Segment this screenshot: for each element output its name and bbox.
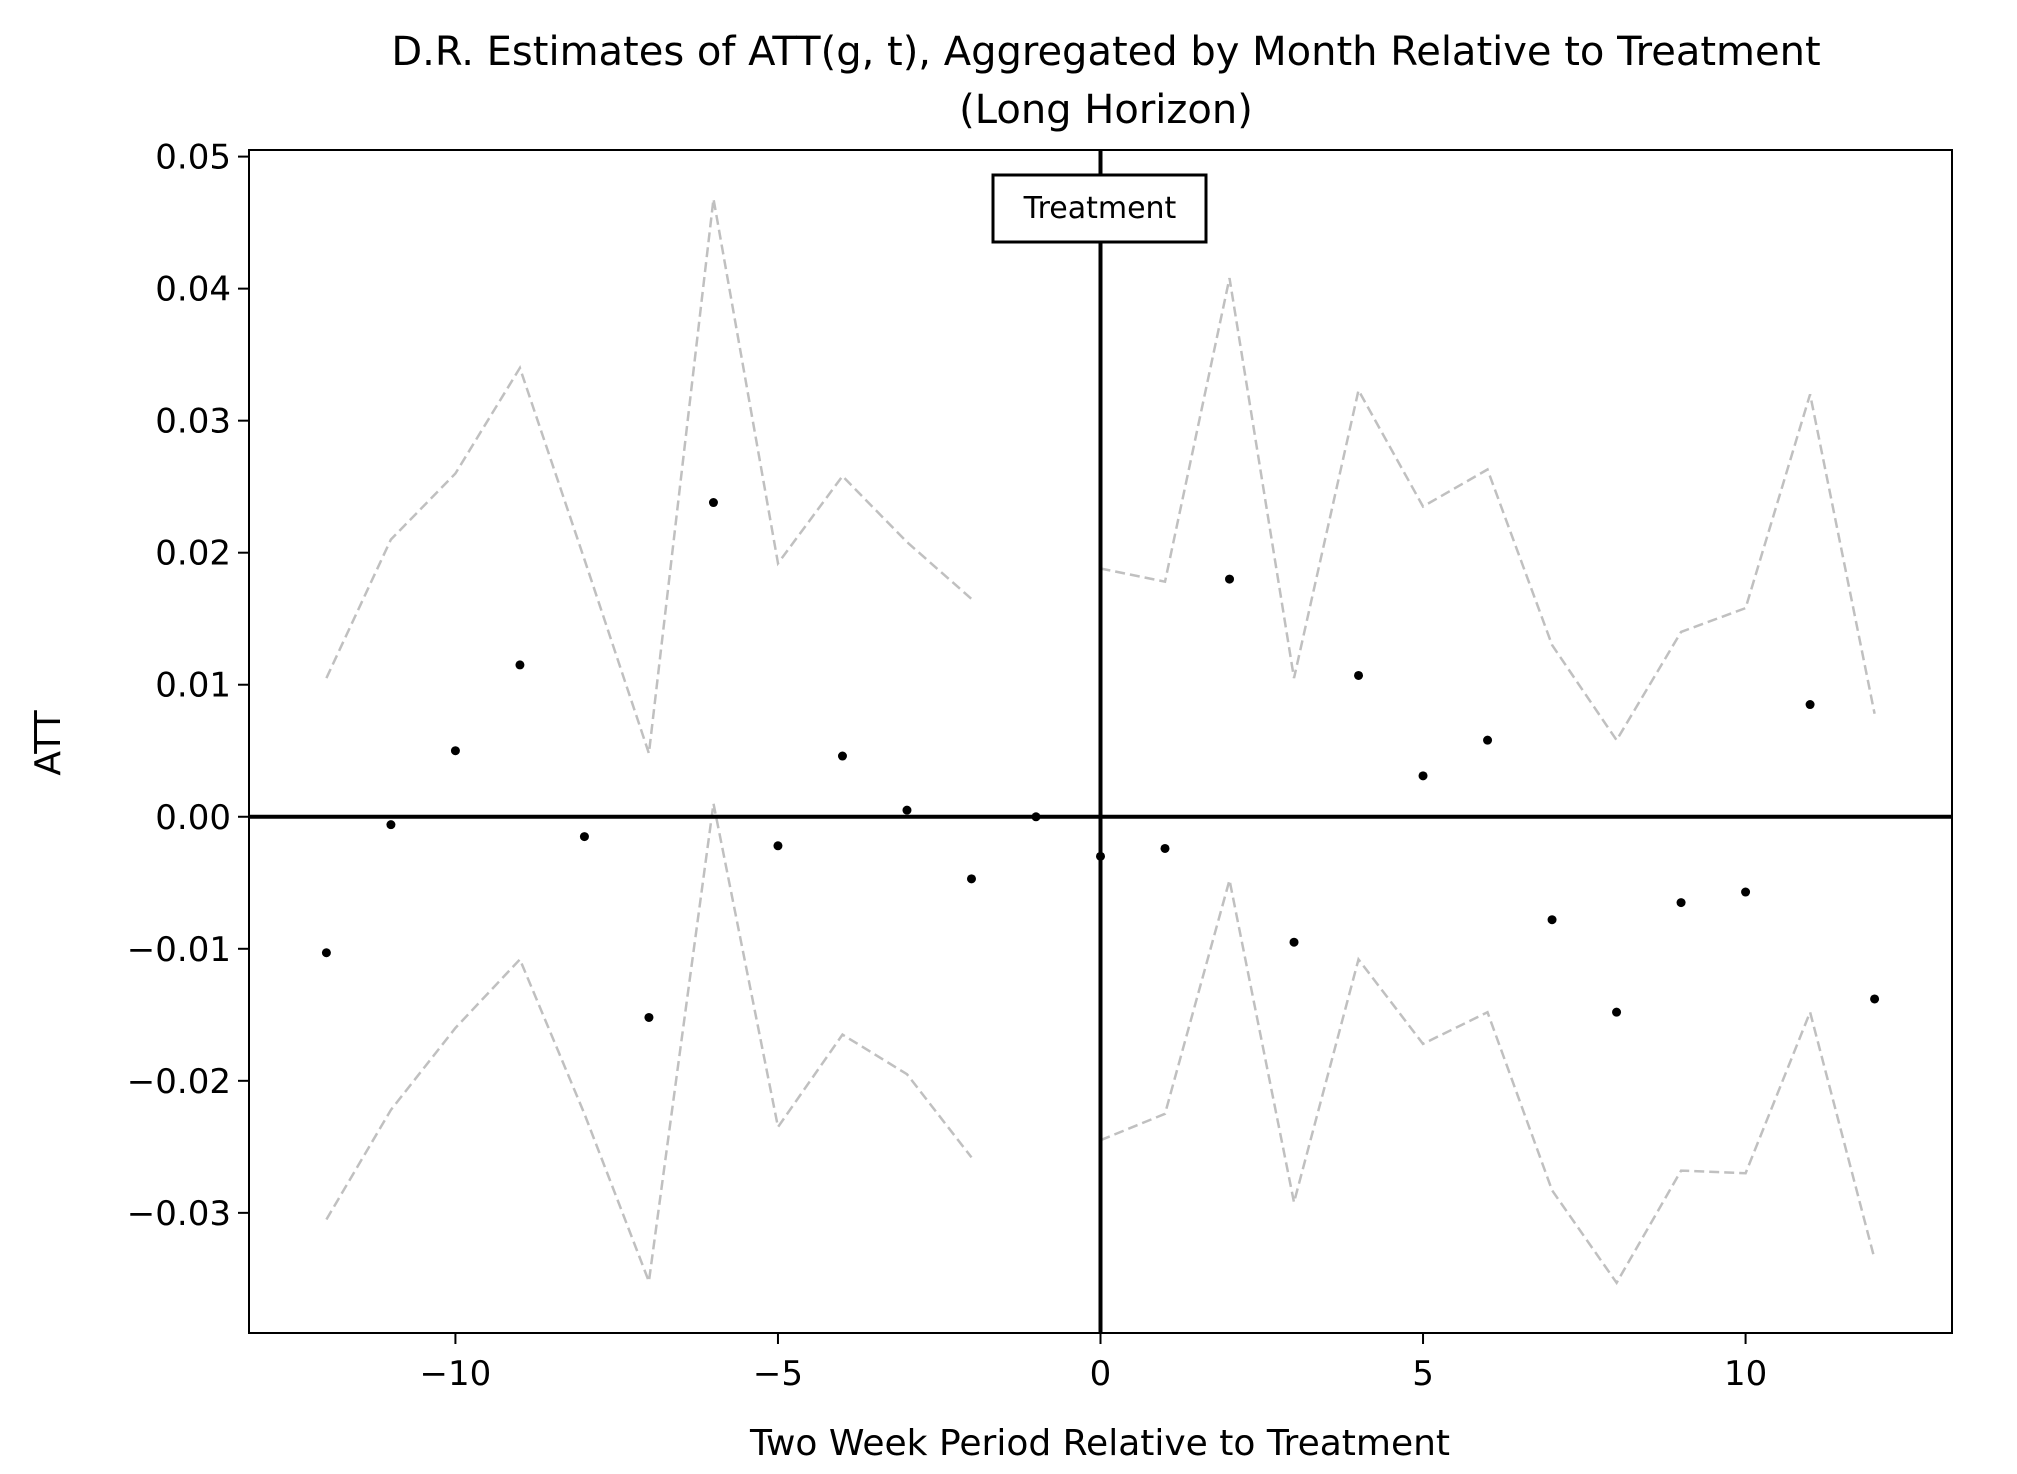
chart-subtitle: (Long Horizon) (959, 87, 1253, 133)
data-point (644, 1012, 654, 1022)
treatment-annotation: Treatment (991, 173, 1208, 244)
y-tick-label: −0.03 (127, 1194, 231, 1234)
ci-upper-post (1100, 277, 1876, 743)
data-point (1612, 1007, 1622, 1017)
data-point (966, 874, 976, 884)
data-point (902, 805, 912, 815)
x-axis-ticks: −10 −5 0 5 10 (420, 1333, 1767, 1394)
data-point (837, 751, 847, 761)
y-tick-label: 0.05 (155, 138, 231, 178)
data-point (321, 948, 331, 958)
data-point (1354, 670, 1364, 680)
data-point (386, 820, 396, 830)
x-tick-label: 0 (1090, 1354, 1112, 1394)
data-point (1870, 994, 1880, 1004)
data-point (579, 832, 589, 842)
data-point (1225, 574, 1235, 584)
data-point (515, 660, 525, 670)
y-tick-label: 0.01 (155, 666, 231, 706)
annotation-label: Treatment (1023, 191, 1177, 226)
data-point (1418, 771, 1428, 781)
reference-lines (249, 150, 1952, 1333)
ci-upper-pre (325, 198, 973, 754)
chart-title: D.R. Estimates of ATT(g, t), Aggregated … (391, 29, 1820, 75)
x-tick-label: −5 (753, 1354, 803, 1394)
y-tick-label: 0.02 (155, 534, 231, 574)
y-tick-label: 0.03 (155, 402, 231, 442)
data-point (1160, 843, 1170, 853)
data-point (1805, 700, 1815, 710)
data-point (1676, 898, 1686, 908)
data-point (708, 498, 718, 508)
x-tick-label: 10 (1724, 1354, 1767, 1394)
ci-lower-pre (325, 803, 973, 1282)
data-point (1741, 887, 1751, 897)
y-tick-label: 0.04 (155, 270, 231, 310)
y-axis-ticks: −0.03 −0.02 −0.01 0.00 0.01 0.02 0.03 0.04 0.05 (127, 138, 249, 1234)
data-point (1289, 937, 1299, 947)
data-point (773, 841, 783, 851)
data-point (1031, 812, 1041, 822)
y-tick-label: −0.02 (127, 1062, 231, 1102)
data-point (1547, 915, 1557, 925)
data-point (1096, 851, 1105, 861)
x-tick-label: 5 (1412, 1354, 1434, 1394)
data-points (321, 498, 1880, 1022)
y-tick-label: 0.00 (155, 798, 231, 838)
x-axis-label: Two Week Period Relative to Treatment (749, 1423, 1450, 1464)
data-point (1483, 735, 1493, 745)
y-tick-label: −0.01 (127, 930, 231, 970)
x-tick-label: −10 (420, 1354, 492, 1394)
y-axis-label: ATT (28, 709, 69, 775)
ci-lower-post (1100, 879, 1876, 1286)
annotation-box (991, 173, 1208, 244)
data-point (450, 746, 460, 756)
confidence-band (325, 198, 1876, 1286)
